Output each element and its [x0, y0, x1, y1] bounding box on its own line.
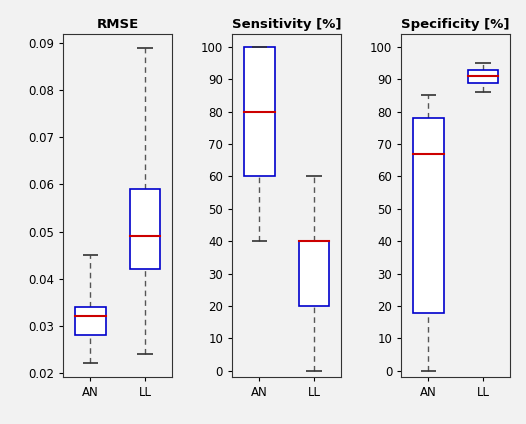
- Title: RMSE: RMSE: [96, 18, 139, 31]
- Bar: [468, 70, 498, 83]
- Title: Sensitivity [%]: Sensitivity [%]: [232, 18, 341, 31]
- Bar: [75, 307, 106, 335]
- Bar: [413, 118, 444, 312]
- Bar: [244, 47, 275, 176]
- Title: Specificity [%]: Specificity [%]: [401, 18, 510, 31]
- Bar: [129, 189, 160, 269]
- Bar: [299, 241, 329, 306]
